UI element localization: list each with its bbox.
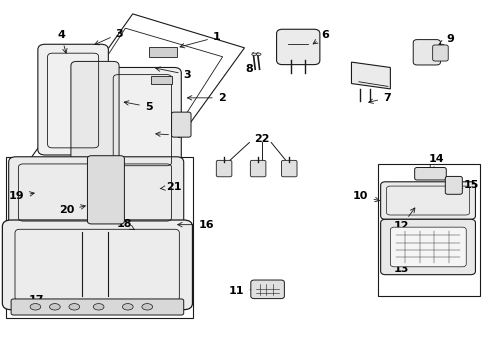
FancyBboxPatch shape — [216, 160, 231, 177]
Text: 3: 3 — [95, 28, 123, 45]
FancyBboxPatch shape — [87, 156, 124, 224]
Text: 15: 15 — [457, 180, 478, 190]
FancyBboxPatch shape — [412, 40, 440, 65]
Text: 19: 19 — [9, 191, 34, 201]
Ellipse shape — [30, 303, 41, 310]
Text: 8: 8 — [245, 64, 253, 74]
Text: 10: 10 — [352, 191, 379, 202]
Text: 11: 11 — [228, 286, 257, 296]
Text: 5: 5 — [124, 101, 152, 112]
Ellipse shape — [93, 303, 104, 310]
Ellipse shape — [49, 303, 60, 310]
FancyBboxPatch shape — [148, 47, 177, 58]
Text: 20: 20 — [59, 205, 85, 215]
Text: 7: 7 — [368, 93, 390, 103]
FancyBboxPatch shape — [2, 220, 192, 310]
FancyBboxPatch shape — [151, 76, 171, 84]
Text: 18: 18 — [116, 219, 134, 230]
FancyBboxPatch shape — [414, 167, 446, 180]
FancyBboxPatch shape — [250, 160, 265, 177]
FancyBboxPatch shape — [11, 299, 183, 315]
FancyBboxPatch shape — [171, 112, 191, 137]
Ellipse shape — [256, 53, 261, 55]
Text: 14: 14 — [427, 154, 443, 170]
FancyBboxPatch shape — [250, 280, 284, 298]
Text: 4: 4 — [57, 30, 67, 53]
Text: 22: 22 — [253, 134, 269, 144]
Text: 3: 3 — [156, 67, 191, 80]
Text: 4: 4 — [156, 130, 182, 140]
Text: 2: 2 — [187, 93, 225, 103]
FancyBboxPatch shape — [103, 67, 181, 173]
Text: 17: 17 — [29, 295, 51, 305]
Text: 13: 13 — [393, 251, 414, 274]
Ellipse shape — [142, 303, 152, 310]
FancyBboxPatch shape — [281, 160, 296, 177]
FancyBboxPatch shape — [445, 176, 461, 194]
Ellipse shape — [69, 303, 80, 310]
Polygon shape — [351, 62, 389, 89]
Ellipse shape — [251, 53, 256, 55]
Text: 6: 6 — [312, 30, 328, 44]
FancyBboxPatch shape — [380, 182, 474, 219]
Text: 9: 9 — [438, 34, 453, 45]
FancyBboxPatch shape — [432, 45, 447, 61]
FancyBboxPatch shape — [380, 219, 474, 275]
Text: 12: 12 — [392, 208, 414, 231]
FancyBboxPatch shape — [9, 157, 183, 228]
FancyBboxPatch shape — [71, 62, 119, 163]
Text: 1: 1 — [180, 32, 220, 48]
Text: 21: 21 — [160, 182, 181, 192]
Ellipse shape — [122, 303, 133, 310]
FancyBboxPatch shape — [38, 44, 108, 155]
FancyBboxPatch shape — [276, 29, 319, 64]
Text: 16: 16 — [177, 220, 213, 230]
FancyBboxPatch shape — [389, 227, 465, 267]
